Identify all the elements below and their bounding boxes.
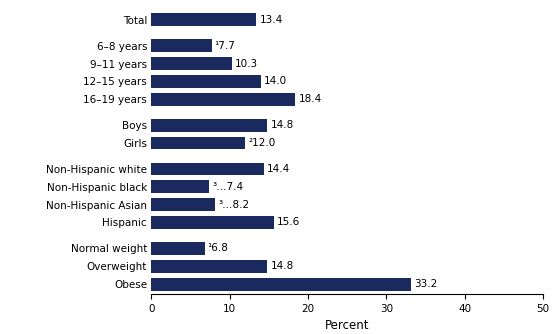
Text: ³…7.4: ³…7.4 <box>212 182 244 192</box>
Bar <box>151 137 245 150</box>
Bar <box>151 216 273 229</box>
Text: 10.3: 10.3 <box>235 58 258 68</box>
Text: 14.4: 14.4 <box>267 164 291 174</box>
Bar <box>151 242 204 255</box>
Bar <box>151 57 232 70</box>
Bar <box>151 13 256 26</box>
Bar <box>151 278 412 291</box>
Bar <box>151 180 209 193</box>
Bar <box>151 75 261 88</box>
Text: ²12.0: ²12.0 <box>249 138 276 148</box>
Text: 14.0: 14.0 <box>264 76 287 87</box>
Bar <box>151 163 264 175</box>
Text: ¹6.8: ¹6.8 <box>208 243 228 254</box>
Text: 15.6: 15.6 <box>277 217 300 227</box>
Bar <box>151 198 216 211</box>
Text: 14.8: 14.8 <box>270 261 293 271</box>
Text: 14.8: 14.8 <box>270 120 293 130</box>
X-axis label: Percent: Percent <box>325 319 370 332</box>
Text: ¹7.7: ¹7.7 <box>214 41 236 51</box>
Bar <box>151 260 267 273</box>
Text: 18.4: 18.4 <box>298 94 322 104</box>
Bar <box>151 39 212 52</box>
Text: 33.2: 33.2 <box>414 279 438 289</box>
Text: ³…8.2: ³…8.2 <box>218 200 250 210</box>
Text: 13.4: 13.4 <box>259 15 283 25</box>
Bar <box>151 119 267 132</box>
Bar <box>151 93 296 106</box>
